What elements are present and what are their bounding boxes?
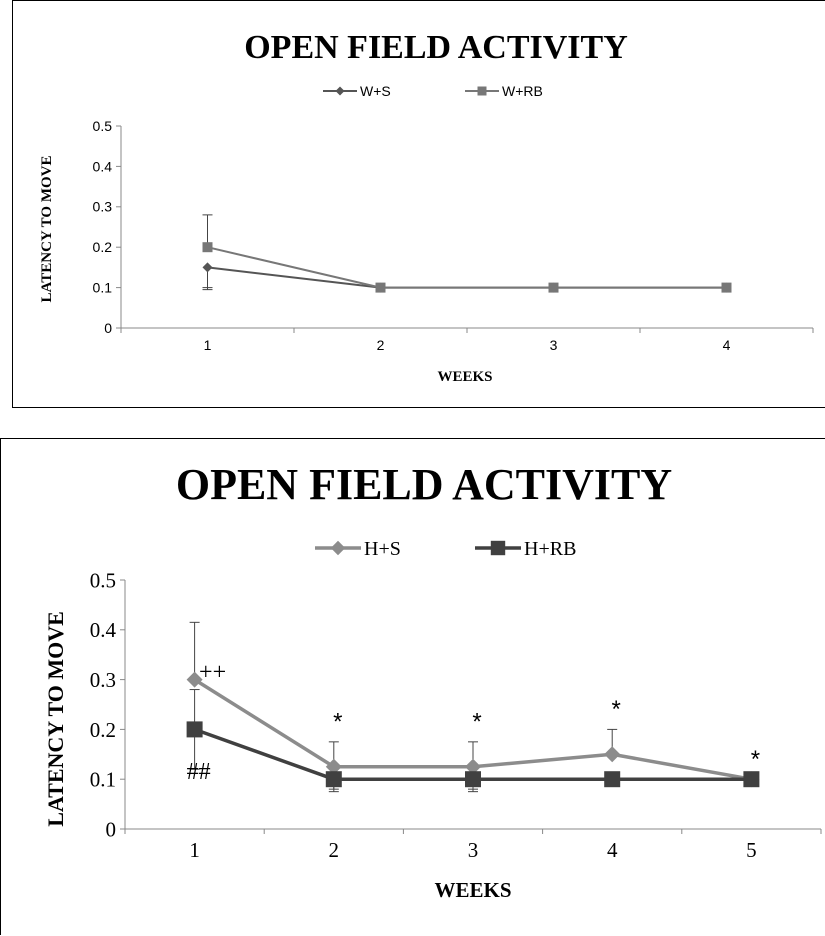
y-tick-label: 0.4 — [93, 158, 113, 174]
legend-label: W+RB — [502, 83, 543, 99]
chart-marks — [202, 214, 732, 293]
data-point-W+RB — [548, 282, 559, 293]
annotation: * — [472, 708, 481, 735]
data-point-W+S — [202, 262, 213, 273]
x-tick-label: 5 — [746, 838, 757, 862]
x-axis-label: WEEKS — [434, 878, 511, 902]
y-tick-label: 0.3 — [90, 668, 116, 692]
data-point-H+S — [604, 746, 621, 763]
annotation: * — [333, 708, 342, 735]
y-tick-label: 0 — [106, 817, 117, 841]
legend-marker — [335, 86, 345, 96]
chart-legend: W+S W+RB — [323, 83, 543, 99]
y-axis-label: LATENCY TO MOVE — [39, 156, 55, 303]
y-axis-label: LATENCY TO MOVE — [43, 611, 68, 827]
x-tick-label: 2 — [377, 337, 385, 353]
chart-svg: OPEN FIELD ACTIVITY W+S W+RB 0 0.1 0.2 0.3 0.… — [39, 29, 814, 385]
data-point-H+RB — [465, 771, 481, 788]
series-line-W+RB — [207, 246, 727, 289]
x-tick-label: 1 — [204, 337, 212, 353]
data-point-W+RB — [375, 282, 386, 293]
legend-label: H+RB — [524, 538, 576, 560]
y-tick-label: 0.4 — [90, 618, 117, 642]
annotation: ## — [187, 759, 211, 785]
x-tick-label: 3 — [468, 838, 479, 862]
chart-axes: 0 0.1 0.2 0.3 0.4 0.5 1 2 3 4 — [93, 118, 814, 353]
series-line-W+S — [207, 266, 727, 289]
chart-axes: 0 0.1 0.2 0.3 0.4 0.5 1 2 3 4 5 — [90, 568, 822, 862]
annotation: ++ — [199, 660, 226, 686]
data-point-H+S — [325, 758, 342, 775]
chart-title: OPEN FIELD ACTIVITY — [176, 460, 672, 509]
y-tick-label: 0 — [104, 320, 112, 336]
data-point-W+RB — [202, 242, 213, 253]
data-point-H+RB — [325, 771, 342, 788]
y-tick-label: 0.3 — [93, 199, 113, 215]
legend-marker — [330, 540, 346, 556]
chart-title: OPEN FIELD ACTIVITY — [244, 29, 628, 66]
x-axis-label: WEEKS — [437, 369, 492, 385]
y-tick-label: 0.5 — [93, 118, 113, 134]
x-tick-label: 4 — [723, 337, 731, 353]
x-tick-label: 3 — [550, 337, 558, 353]
data-point-H+RB — [743, 771, 760, 788]
y-tick-label: 0.2 — [93, 239, 113, 255]
annotation: * — [751, 746, 760, 773]
legend-marker — [477, 86, 487, 96]
x-tick-label: 4 — [607, 838, 618, 862]
y-tick-label: 0.5 — [90, 568, 116, 592]
data-point-H+S — [186, 671, 203, 688]
annotation: * — [612, 696, 621, 723]
y-tick-label: 0.1 — [93, 280, 113, 296]
y-tick-label: 0.2 — [90, 718, 116, 742]
chart-panel-weeks-1-4: OPEN FIELD ACTIVITY W+S W+RB 0 0.1 0.2 0.3 0.… — [12, 0, 825, 408]
data-point-H+RB — [186, 721, 203, 738]
data-point-H+RB — [604, 771, 621, 788]
legend-marker — [490, 540, 506, 556]
chart-svg: OPEN FIELD ACTIVITY H+S H+RB 0 0.1 0.2 0.3 0.… — [43, 460, 822, 902]
x-tick-label: 2 — [329, 838, 340, 862]
chart-marks: ++ ## * * * * — [186, 621, 760, 793]
legend-label: H+S — [364, 538, 401, 560]
chart-legend: H+S H+RB — [315, 538, 576, 560]
data-point-W+RB — [721, 282, 732, 293]
x-tick-label: 1 — [189, 838, 200, 862]
y-tick-label: 0.1 — [90, 768, 116, 792]
data-point-H+S — [465, 758, 481, 775]
chart-panel-weeks-1-5: OPEN FIELD ACTIVITY H+S H+RB 0 0.1 0.2 0.3 0.… — [0, 438, 825, 935]
legend-label: W+S — [360, 83, 391, 99]
